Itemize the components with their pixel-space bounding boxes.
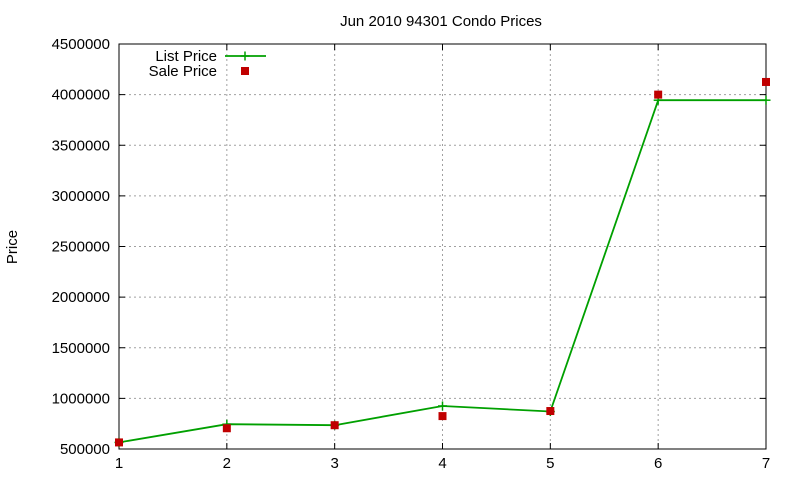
data-point-sale-price <box>330 421 339 430</box>
data-point-sale-price <box>654 90 663 99</box>
data-point-list-price <box>761 95 771 105</box>
series-line-list-price <box>118 99 766 444</box>
y-tick-label: 1000000 <box>52 390 110 407</box>
data-point-list-price <box>438 401 447 411</box>
legend-label-list-price: List Price <box>155 48 217 65</box>
series-layer <box>114 77 771 447</box>
y-tick-label: 1500000 <box>52 340 110 357</box>
x-tick-label: 4 <box>438 455 446 472</box>
y-tick-label: 3500000 <box>52 137 110 154</box>
x-tick-label: 1 <box>115 455 123 472</box>
grid-lines <box>119 44 766 449</box>
x-tick-label: 6 <box>654 455 662 472</box>
y-tick-label: 2500000 <box>52 239 110 256</box>
legend-square <box>241 67 249 75</box>
axis-ticks: 500000 1000000 1500000 2000000 2500000 300000… <box>52 36 771 472</box>
data-point-sale-price <box>546 407 555 416</box>
legend-marker-sale-price <box>241 67 249 75</box>
data-point-sale-price <box>438 412 447 421</box>
y-tick-label: 4500000 <box>52 36 110 53</box>
legend: List Price Sale Price <box>149 48 266 80</box>
y-axis-label: Price <box>4 230 21 264</box>
data-point-sale-price <box>762 77 770 86</box>
y-tick-label: 4000000 <box>52 87 110 104</box>
y-tick-label: 2000000 <box>52 289 110 306</box>
x-tick-label: 2 <box>223 455 231 472</box>
x-tick-label: 3 <box>330 455 338 472</box>
legend-plus <box>240 51 250 61</box>
data-point-sale-price <box>222 424 231 433</box>
y-tick-label: 3000000 <box>52 188 110 205</box>
x-tick-label: 5 <box>546 455 554 472</box>
data-point-sale-price <box>115 438 123 447</box>
y-tick-label: 500000 <box>60 441 110 458</box>
x-tick-label: 7 <box>762 455 770 472</box>
chart-title: Jun 2010 94301 Condo Prices <box>340 13 542 30</box>
legend-label-sale-price: Sale Price <box>149 63 217 80</box>
legend-marker-list-price <box>240 51 250 61</box>
